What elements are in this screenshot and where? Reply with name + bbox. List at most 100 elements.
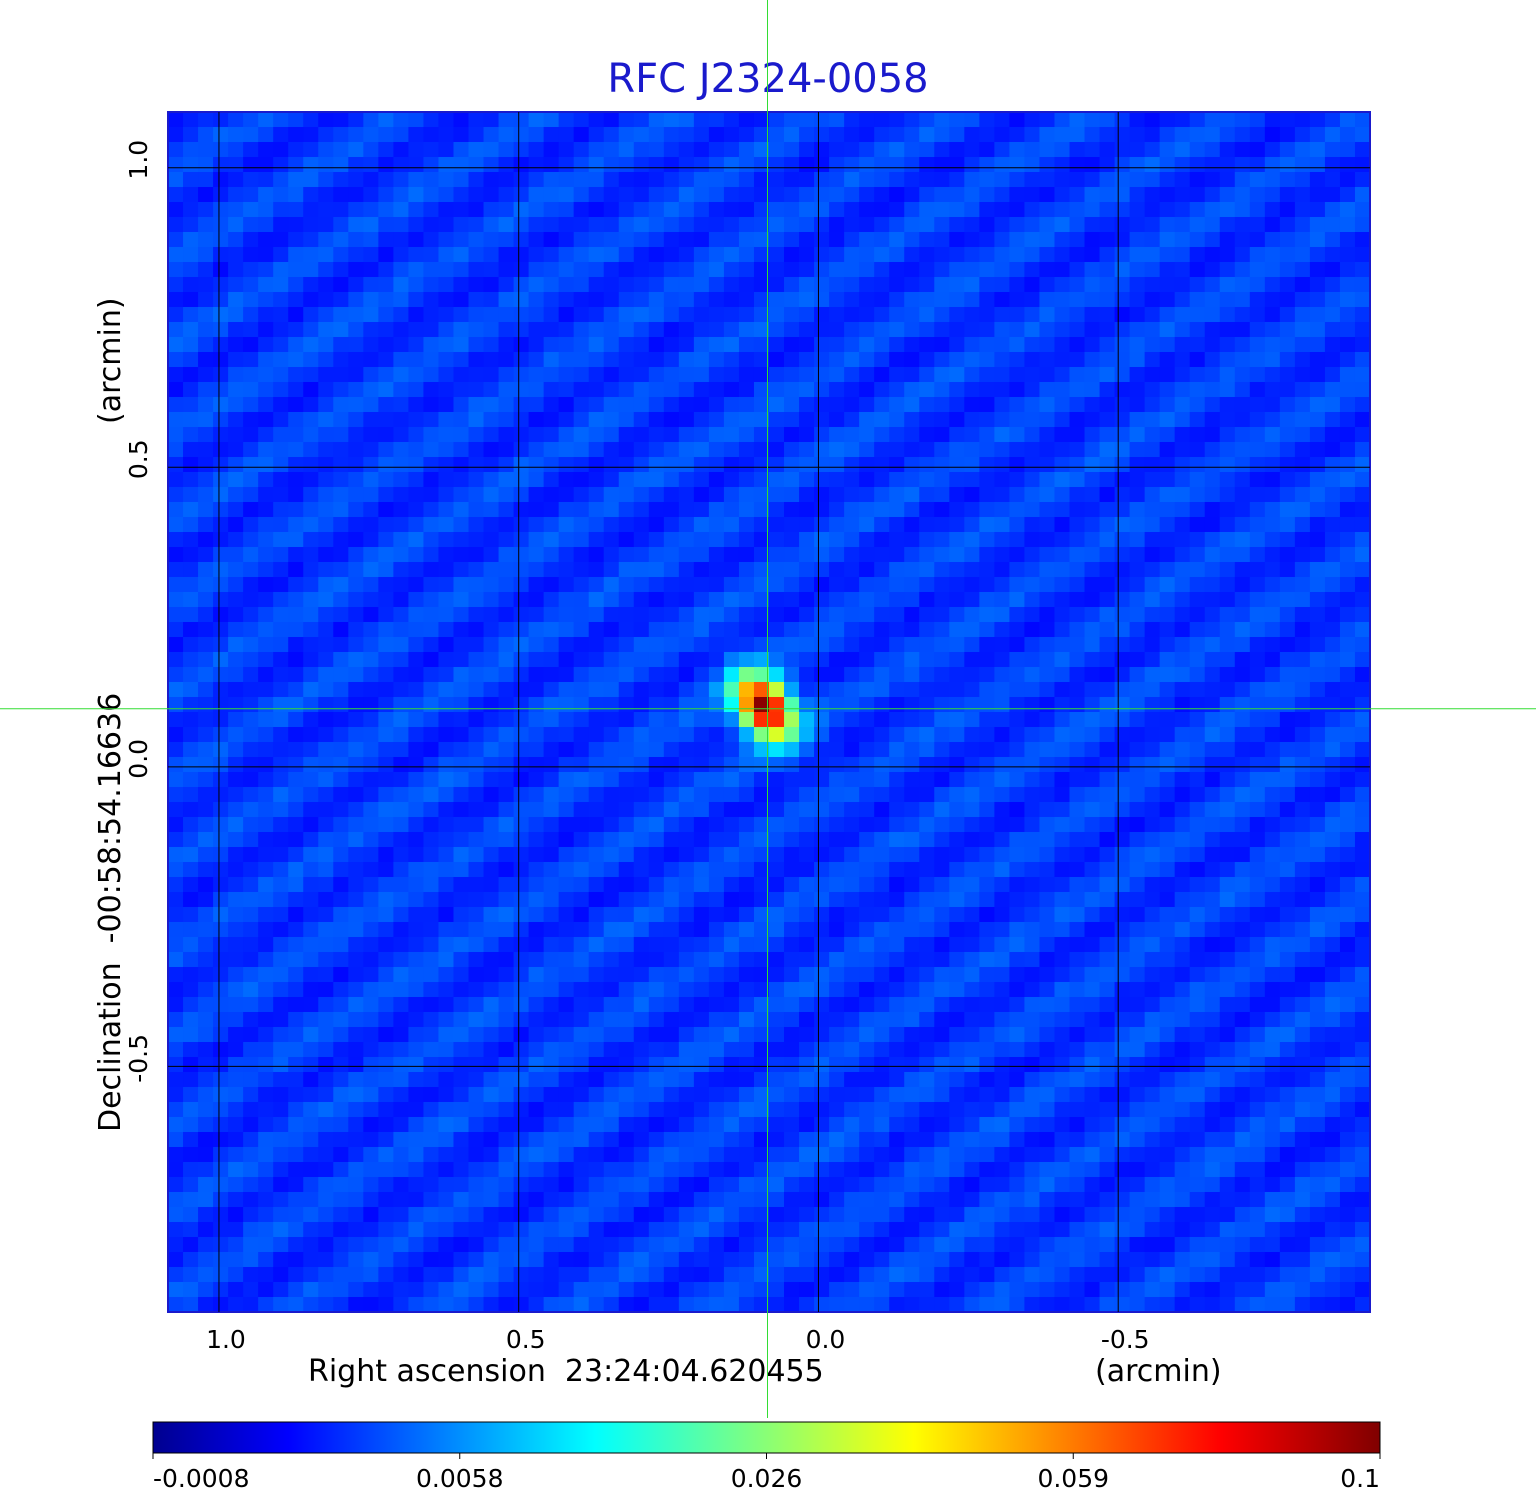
map-pixel: [1054, 307, 1071, 323]
map-pixel: [1339, 967, 1356, 983]
map-pixel: [1219, 142, 1236, 158]
map-pixel: [934, 802, 950, 818]
map-pixel: [1234, 712, 1251, 728]
map-pixel: [723, 337, 740, 353]
map-pixel: [543, 367, 560, 383]
map-pixel: [228, 172, 244, 188]
map-pixel: [889, 892, 905, 908]
map-pixel: [1024, 787, 1041, 803]
map-pixel: [183, 982, 199, 998]
map-pixel: [543, 667, 560, 683]
map-pixel: [1039, 382, 1056, 398]
map-pixel: [1039, 697, 1056, 713]
map-pixel: [273, 772, 289, 788]
map-pixel: [964, 382, 980, 398]
map-pixel: [723, 772, 740, 788]
map-pixel: [528, 382, 545, 398]
map-pixel: [363, 127, 379, 143]
map-pixel: [979, 217, 995, 233]
map-pixel: [1009, 907, 1026, 923]
map-pixel: [708, 817, 725, 833]
map-pixel: [1219, 757, 1236, 773]
map-pixel: [1204, 607, 1221, 623]
map-pixel: [663, 127, 680, 143]
map-pixel: [964, 742, 980, 758]
map-pixel: [1114, 487, 1131, 503]
map-pixel: [753, 292, 770, 308]
map-pixel: [498, 337, 515, 353]
map-pixel: [288, 352, 304, 368]
map-pixel: [829, 262, 845, 278]
map-pixel: [453, 232, 470, 248]
map-pixel: [1354, 142, 1370, 158]
map-pixel: [423, 877, 440, 893]
map-pixel: [1309, 532, 1326, 548]
map-pixel: [1309, 187, 1326, 203]
map-pixel: [949, 802, 965, 818]
map-pixel: [198, 982, 214, 998]
map-pixel: [1054, 172, 1071, 188]
map-pixel: [333, 967, 349, 983]
map-pixel: [468, 337, 485, 353]
map-pixel: [363, 262, 379, 278]
map-pixel: [1234, 1012, 1251, 1028]
map-pixel: [1069, 907, 1086, 923]
map-pixel: [1309, 112, 1326, 128]
map-pixel: [1144, 322, 1161, 338]
map-pixel: [769, 352, 785, 368]
map-pixel: [979, 922, 995, 938]
map-pixel: [753, 262, 770, 278]
map-pixel: [333, 277, 349, 293]
map-pixel: [303, 532, 319, 548]
map-pixel: [874, 382, 890, 398]
map-pixel: [994, 472, 1011, 488]
map-pixel: [168, 157, 184, 173]
map-pixel: [859, 547, 875, 563]
map-pixel: [288, 847, 304, 863]
map-pixel: [318, 1012, 334, 1028]
map-pixel: [663, 832, 680, 848]
map-pixel: [1339, 292, 1356, 308]
map-pixel: [543, 412, 560, 428]
map-pixel: [393, 337, 410, 353]
map-pixel: [1294, 472, 1311, 488]
map-pixel: [303, 727, 319, 743]
map-pixel: [964, 832, 980, 848]
map-pixel: [348, 517, 364, 533]
map-pixel: [934, 217, 950, 233]
map-pixel: [408, 832, 425, 848]
map-pixel: [1279, 862, 1296, 878]
map-pixel: [573, 982, 590, 998]
map-pixel: [228, 157, 244, 173]
map-pixel: [1054, 967, 1071, 983]
map-pixel: [1294, 307, 1311, 323]
map-pixel: [1099, 877, 1116, 893]
map-pixel: [1024, 412, 1041, 428]
map-pixel: [573, 682, 590, 698]
map-pixel: [844, 277, 860, 293]
map-pixel: [648, 412, 665, 428]
map-pixel: [243, 352, 259, 368]
map-pixel: [513, 757, 530, 773]
map-pixel: [1129, 547, 1146, 563]
map-pixel: [1039, 757, 1056, 773]
map-pixel: [333, 427, 349, 443]
map-pixel: [573, 427, 590, 443]
map-pixel: [333, 562, 349, 578]
map-pixel: [1114, 892, 1131, 908]
map-pixel: [1054, 202, 1071, 218]
map-pixel: [994, 442, 1011, 458]
map-pixel: [919, 382, 935, 398]
map-pixel: [1159, 247, 1176, 263]
map-pixel: [949, 187, 965, 203]
map-pixel: [273, 607, 289, 623]
map-pixel: [814, 547, 830, 563]
map-pixel: [919, 517, 935, 533]
map-pixel: [994, 307, 1011, 323]
map-pixel: [453, 292, 470, 308]
map-pixel: [573, 292, 590, 308]
map-pixel: [588, 382, 605, 398]
map-pixel: [1024, 652, 1041, 668]
map-pixel: [243, 802, 259, 818]
map-pixel: [1339, 262, 1356, 278]
